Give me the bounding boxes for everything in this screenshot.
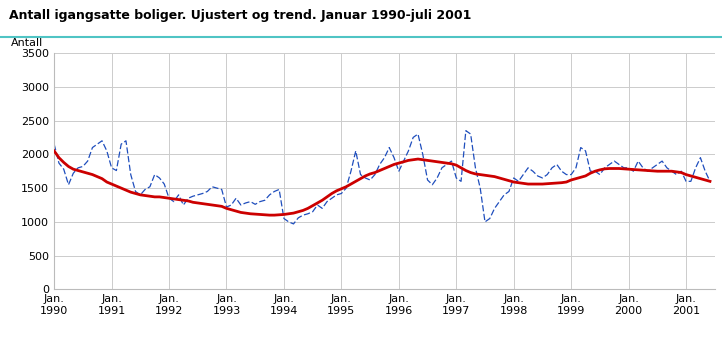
Text: Antall: Antall (12, 38, 43, 48)
Text: Antall igangsatte boliger. Ujustert og trend. Januar 1990-juli 2001: Antall igangsatte boliger. Ujustert og t… (9, 9, 471, 22)
